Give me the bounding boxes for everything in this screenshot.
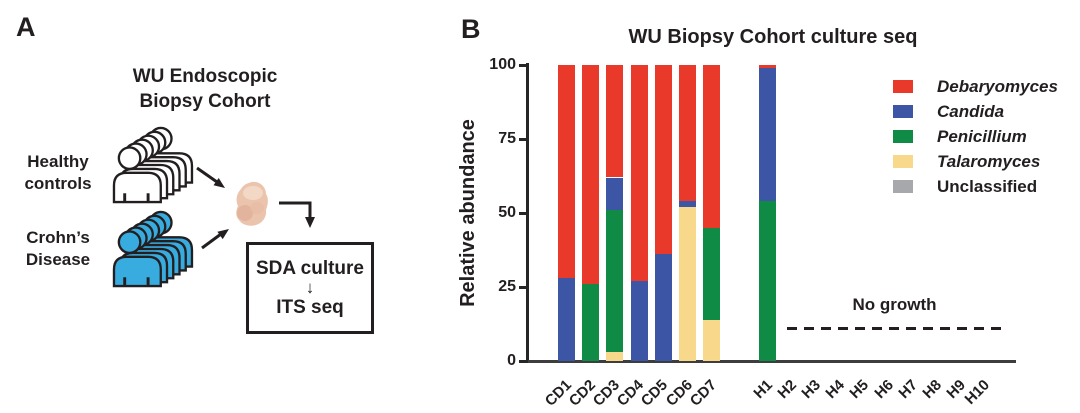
bar-segment-cd3-debaryomyces <box>606 65 624 178</box>
bar-segment-cd7-debaryomyces <box>703 65 721 228</box>
legend-label-penicillium: Penicillium <box>937 127 1027 146</box>
legend-swatch-penicillium <box>893 130 913 143</box>
bar-segment-cd6-debaryomyces <box>679 65 696 202</box>
healthy-controls-label: Healthy controls <box>24 152 92 193</box>
bar-segment-cd1-debaryomyces <box>558 65 575 279</box>
legend-label-debaryomyces: Debaryomyces <box>937 77 1058 96</box>
panel-a-connectors <box>196 166 315 250</box>
y-tick-mark <box>519 285 528 289</box>
bar-segment-cd1-candida <box>558 278 575 361</box>
bar-segment-cd7-talaromyces <box>703 319 721 361</box>
bar-segment-h1-candida <box>759 67 776 202</box>
panel-a-label: A <box>16 12 36 42</box>
healthy-people-icon <box>112 126 194 204</box>
legend-row-unclassified: Unclassified <box>893 177 1058 196</box>
biopsy-to-box-arrow <box>279 201 312 219</box>
y-tick-label: 50 <box>498 204 516 221</box>
legend-row-debaryomyces: Debaryomyces <box>893 77 1058 96</box>
bar-segment-cd2-debaryomyces <box>582 65 600 285</box>
bar-segment-h1-penicillium <box>759 201 776 361</box>
y-tick-label: 100 <box>489 56 516 73</box>
y-tick-mark <box>519 359 528 363</box>
cohort-title-line1: WU Endoscopic <box>132 66 278 87</box>
no-growth-label: No growth <box>852 295 937 314</box>
bar-segment-cd3-penicillium <box>606 210 624 353</box>
bar-segment-cd7-penicillium <box>703 227 721 320</box>
bar-segment-cd6-talaromyces <box>679 207 696 361</box>
y-tick-label: 0 <box>507 352 516 369</box>
bar-segment-cd3-candida <box>606 177 624 211</box>
bar-plot-area <box>530 65 1016 361</box>
bar-segment-cd4-debaryomyces <box>630 65 648 282</box>
cohort-title-line2: Biopsy Cohort <box>139 91 271 112</box>
biopsy-tissue-icon <box>236 181 268 226</box>
legend-label-talaromyces: Talaromyces <box>937 152 1041 171</box>
x-axis-line <box>526 360 1016 363</box>
y-tick-mark <box>519 63 528 67</box>
legend-swatch-debaryomyces <box>893 80 913 93</box>
bar-segment-cd2-penicillium <box>582 284 600 361</box>
chart-legend: Debaryomyces Candida Penicillium Talaromyce… <box>893 77 1058 205</box>
chart-title: WU Biopsy Cohort culture seq <box>628 26 918 48</box>
no-growth-dashed-line <box>787 327 1002 330</box>
y-tick-label: 75 <box>498 130 516 147</box>
workflow-step-its-seq: ITS seq <box>276 297 344 318</box>
crohns-to-biopsy-arrow <box>201 232 222 250</box>
legend-swatch-candida <box>893 105 913 118</box>
legend-swatch-talaromyces <box>893 155 913 168</box>
bar-segment-h1-debaryomyces <box>759 65 776 68</box>
y-tick-mark <box>519 211 528 215</box>
bar-segment-cd5-candida <box>654 254 672 361</box>
cohort-title: WU Endoscopic Biopsy Cohort <box>88 64 322 114</box>
crohns-people-icon <box>112 210 194 288</box>
legend-row-talaromyces: Talaromyces <box>893 152 1058 171</box>
crohns-disease-label: Crohn’s Disease <box>25 228 91 269</box>
workflow-step-sda-culture: SDA culture <box>255 258 365 279</box>
legend-label-unclassified: Unclassified <box>937 177 1038 196</box>
y-tick-label: 25 <box>498 278 516 295</box>
healthy-to-biopsy-arrow <box>196 166 218 184</box>
legend-row-candida: Candida <box>893 102 1058 121</box>
legend-row-penicillium: Penicillium <box>893 127 1058 146</box>
y-tick-mark <box>519 137 528 141</box>
legend-swatch-unclassified <box>893 180 913 193</box>
legend-label-candida: Candida <box>937 102 1005 121</box>
workflow-down-arrow-icon: ↓ <box>305 278 315 297</box>
panel-b-label: B <box>461 14 481 44</box>
bar-segment-cd3-talaromyces <box>606 352 624 361</box>
workflow-box: SDA culture ↓ ITS seq <box>246 242 374 334</box>
bar-segment-cd5-debaryomyces <box>654 65 672 255</box>
bar-segment-cd6-candida <box>679 201 696 208</box>
bar-segment-cd4-candida <box>630 281 648 361</box>
